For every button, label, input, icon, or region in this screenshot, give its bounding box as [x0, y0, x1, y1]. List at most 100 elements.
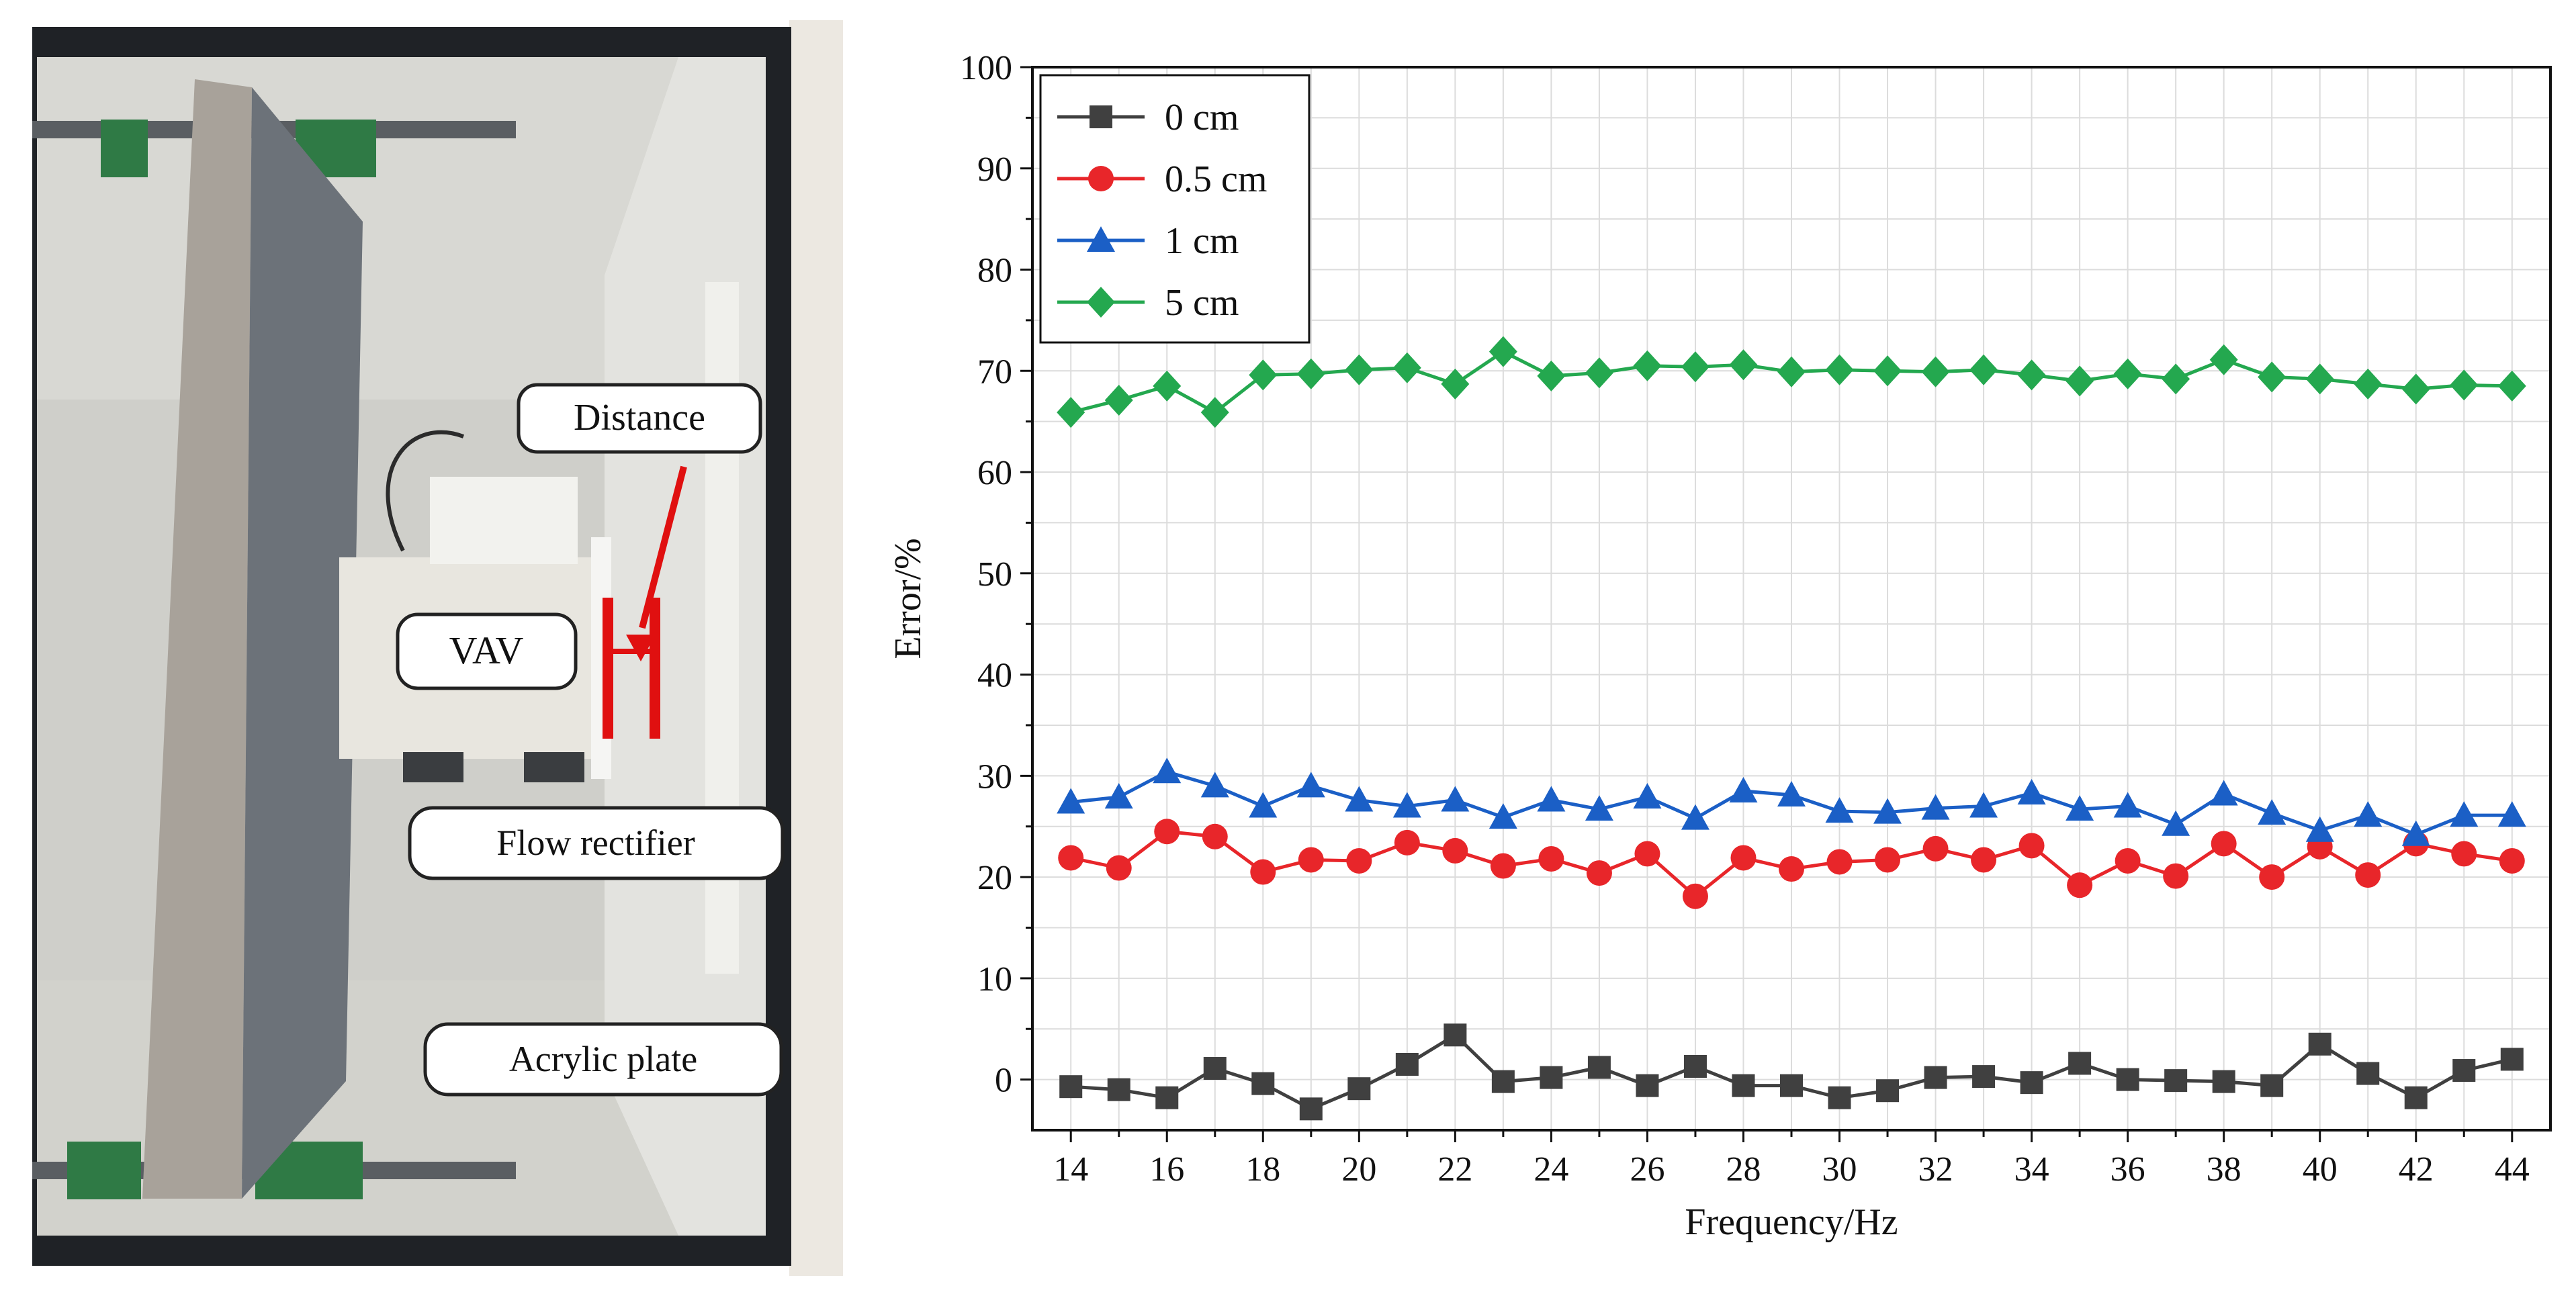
x-tick-label: 16	[1149, 1150, 1184, 1189]
grid	[1032, 66, 2550, 1130]
data-point-0-cm	[2404, 1086, 2428, 1109]
data-point-1-cm	[1825, 797, 1854, 823]
data-point-5-cm	[2401, 373, 2430, 405]
data-point-1-cm	[1392, 792, 1421, 818]
label-acrylic-plate-box	[423, 1022, 783, 1097]
data-point-0-cm	[1155, 1086, 1179, 1109]
data-point-0-5-cm	[1250, 859, 1276, 885]
data-point-5-cm	[2354, 368, 2383, 400]
data-point-5-cm	[1249, 359, 1278, 391]
y-tick-label: 70	[977, 353, 1012, 391]
data-point-5-cm	[1681, 351, 1709, 383]
data-point-5-cm	[1104, 385, 1133, 416]
data-point-0-cm	[1395, 1053, 1419, 1076]
data-point-1-cm	[2209, 780, 2238, 806]
setup-photo: Distance VAV Flow rectifier Acrylic plat…	[0, 0, 843, 1289]
data-point-5-cm	[2497, 370, 2526, 402]
data-point-0-5-cm	[1730, 845, 1757, 871]
label-vav-box	[396, 612, 578, 690]
data-point-0-5-cm	[1538, 845, 1564, 872]
legend-label: 0 cm	[1165, 97, 1239, 138]
label-distance-text: Distance	[574, 397, 705, 439]
rectifier-foot-left	[403, 752, 463, 782]
label-distance-box	[517, 383, 762, 454]
data-point-5-cm	[1345, 354, 1374, 385]
data-point-5-cm	[1296, 358, 1325, 389]
data-point-0-5-cm	[1922, 835, 1949, 862]
legend-box	[1039, 74, 1311, 344]
x-tick-label: 40	[2303, 1150, 2338, 1189]
data-point-0-cm	[1828, 1086, 1851, 1109]
legend-label: 5 cm	[1165, 282, 1239, 324]
label-vav-text: VAV	[449, 629, 524, 672]
data-point-1-cm	[1585, 795, 1613, 821]
label-flow-rectifier-text: Flow rectifier	[496, 823, 695, 863]
series-0-cm	[1059, 1023, 2524, 1121]
data-point-0-cm	[1203, 1057, 1227, 1080]
data-point-5-cm	[1153, 370, 1182, 402]
series-0-5-cm	[1058, 819, 2525, 909]
data-point-1-cm	[1057, 788, 1085, 814]
y-tick-label: 20	[977, 859, 1012, 897]
data-point-0-cm	[2020, 1071, 2043, 1095]
y-tick-label: 60	[977, 454, 1012, 492]
data-point-0-cm	[2068, 1052, 2092, 1075]
x-tick-label: 38	[2207, 1150, 2241, 1189]
data-point-0-cm	[1107, 1078, 1130, 1101]
y-axis-label: Error/%	[887, 538, 929, 659]
bottom-rail-block-left	[67, 1142, 141, 1199]
data-point-0-5-cm	[2163, 863, 2189, 889]
data-point-0-cm	[1059, 1075, 1083, 1099]
y-tick-label: 10	[977, 960, 1012, 999]
data-point-0-cm	[2356, 1062, 2380, 1085]
data-point-0-5-cm	[1490, 853, 1516, 879]
data-point-0-5-cm	[1202, 823, 1228, 849]
y-tick-label: 90	[977, 150, 1012, 189]
data-point-5-cm	[2017, 359, 2046, 391]
data-point-1-cm	[2305, 816, 2334, 842]
data-point-0-cm	[1444, 1023, 1467, 1047]
series-5-cm	[1057, 336, 2526, 428]
data-point-5-cm	[1489, 336, 1517, 367]
x-tick-label: 34	[2014, 1150, 2049, 1189]
data-point-0-5-cm	[1346, 847, 1372, 874]
label-acrylic-plate-text: Acrylic plate	[509, 1039, 697, 1079]
x-tick-label: 42	[2399, 1150, 2434, 1189]
data-point-1-cm	[2017, 778, 2046, 804]
data-point-0-5-cm	[2115, 847, 2141, 874]
data-point-0-cm	[1347, 1077, 1371, 1101]
data-point-0-cm	[1972, 1065, 1996, 1089]
wall-right	[789, 20, 843, 1276]
data-point-5-cm	[1057, 397, 1085, 428]
y-tick-label: 100	[960, 49, 1012, 87]
acrylic-plate	[705, 282, 739, 974]
data-point-0-5-cm	[1875, 847, 1901, 873]
x-tick-label: 30	[1822, 1150, 1857, 1189]
data-point-1-cm	[2450, 801, 2479, 827]
data-point-5-cm	[1825, 354, 1854, 385]
data-point-5-cm	[1441, 368, 1470, 400]
x-tick-label: 28	[1726, 1150, 1761, 1189]
error-chart: 14 16 18 20 22 24 26 28 30 32 34 36 38 40 42 44 0 10 20 30 4…	[860, 0, 2576, 1289]
data-point-0-5-cm	[2499, 847, 2525, 874]
y-tick-label: 80	[977, 252, 1012, 290]
x-tick-label: 24	[1534, 1150, 1568, 1189]
data-point-1-cm	[1969, 792, 1998, 818]
data-point-0-5-cm	[2018, 833, 2045, 859]
data-point-5-cm	[2209, 344, 2238, 375]
data-point-0-5-cm	[1682, 883, 1708, 909]
x-tick-label: 32	[1918, 1150, 1953, 1189]
data-point-5-cm	[1537, 360, 1566, 391]
label-flow-rectifier: Flow rectifier	[408, 806, 785, 880]
data-point-1-cm	[1681, 804, 1709, 830]
data-point-5-cm	[2305, 363, 2334, 395]
data-point-5-cm	[1873, 355, 1902, 387]
data-point-1-cm	[2113, 792, 2142, 818]
data-point-0-5-cm	[1442, 837, 1468, 864]
data-point-5-cm	[2450, 369, 2479, 401]
y-tick-label: 30	[977, 757, 1012, 796]
data-point-1-cm	[1729, 776, 1758, 802]
distance-annotation	[603, 465, 687, 739]
data-point-0-cm	[2116, 1068, 2139, 1091]
data-point-5-cm	[2162, 363, 2190, 395]
